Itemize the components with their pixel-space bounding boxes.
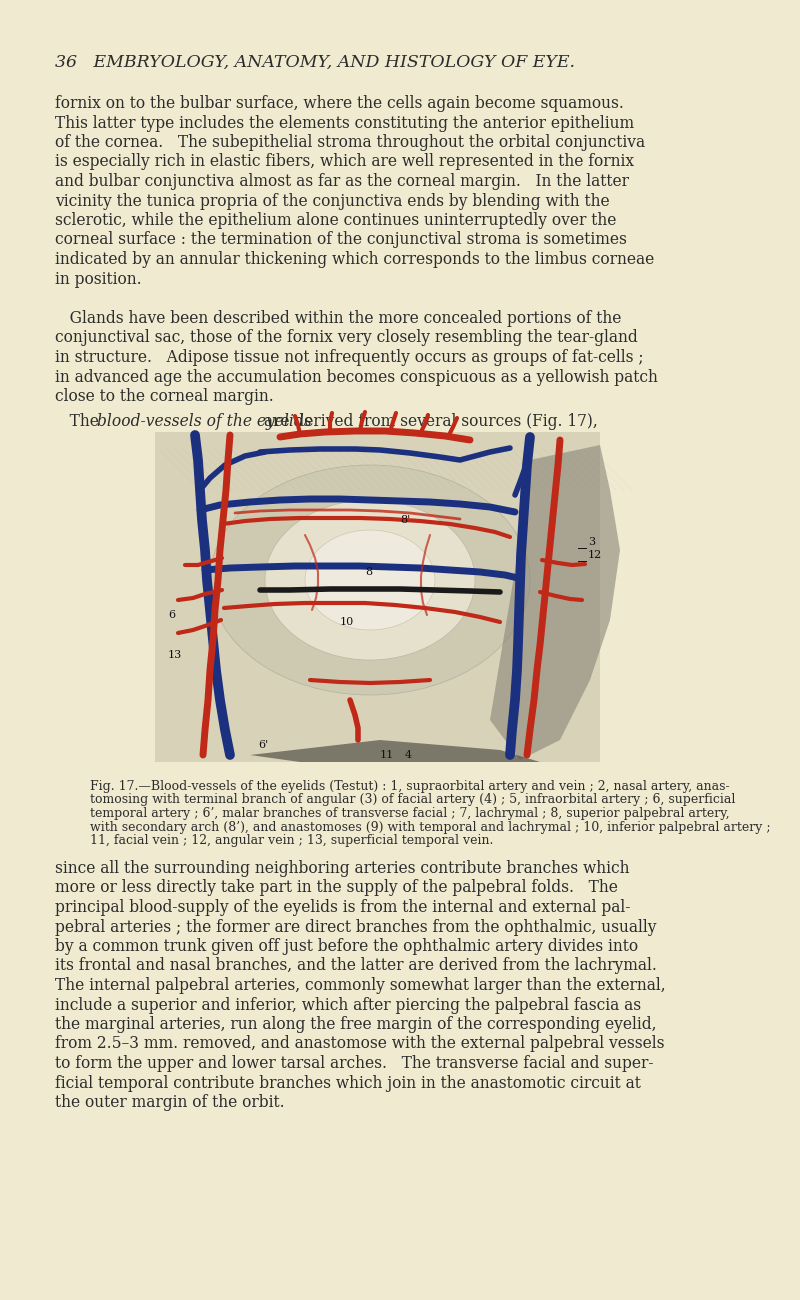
Text: is especially rich in elastic fibers, which are well represented in the fornix: is especially rich in elastic fibers, wh… (55, 153, 634, 170)
Text: in advanced age the accumulation becomes conspicuous as a yellowish patch: in advanced age the accumulation becomes… (55, 368, 658, 386)
Bar (155, 432, 600, 762)
Text: and bulbar conjunctiva almost as far as the corneal margin.   In the latter: and bulbar conjunctiva almost as far as … (55, 173, 629, 190)
Text: vicinity the tunica propria of the conjunctiva ends by blending with the: vicinity the tunica propria of the conju… (55, 192, 610, 209)
Text: in position.: in position. (55, 270, 142, 287)
Text: principal blood-supply of the eyelids is from the internal and external pal-: principal blood-supply of the eyelids is… (55, 900, 630, 916)
Text: indicated by an annular thickening which corresponds to the limbus corneae: indicated by an annular thickening which… (55, 251, 654, 268)
Ellipse shape (210, 465, 530, 696)
Text: 6': 6' (258, 740, 268, 750)
Text: pebral arteries ; the former are direct branches from the ophthalmic, usually: pebral arteries ; the former are direct … (55, 919, 657, 936)
Text: fornix on to the bulbar surface, where the cells again become squamous.: fornix on to the bulbar surface, where t… (55, 95, 624, 112)
Text: conjunctival sac, those of the fornix very closely resembling the tear-gland: conjunctival sac, those of the fornix ve… (55, 329, 638, 347)
Text: 8': 8' (400, 515, 410, 525)
Text: from 2.5–3 mm. removed, and anastomose with the external palpebral vessels: from 2.5–3 mm. removed, and anastomose w… (55, 1036, 665, 1053)
Text: with secondary arch (8’), and anastomoses (9) with temporal and lachrymal ; 10, : with secondary arch (8’), and anastomose… (90, 820, 770, 833)
Text: the marginal arteries, run along the free margin of the corresponding eyelid,: the marginal arteries, run along the fre… (55, 1017, 657, 1034)
Text: are derived from several sources (Fig. 17),: are derived from several sources (Fig. 1… (259, 413, 598, 430)
Text: of the cornea.   The subepithelial stroma throughout the orbital conjunctiva: of the cornea. The subepithelial stroma … (55, 134, 645, 151)
Text: its frontal and nasal branches, and the latter are derived from the lachrymal.: its frontal and nasal branches, and the … (55, 958, 657, 975)
Text: 4: 4 (405, 750, 412, 760)
Text: 11: 11 (380, 750, 394, 760)
Text: The: The (55, 413, 104, 430)
Text: blood-vessels of the eyelids: blood-vessels of the eyelids (97, 413, 312, 430)
Text: close to the corneal margin.: close to the corneal margin. (55, 387, 274, 406)
Text: 3: 3 (588, 537, 595, 547)
Ellipse shape (305, 530, 435, 630)
Text: ficial temporal contribute branches which join in the anastomotic circuit at: ficial temporal contribute branches whic… (55, 1075, 641, 1092)
Text: sclerotic, while the epithelium alone continues uninterruptedly over the: sclerotic, while the epithelium alone co… (55, 212, 616, 229)
Text: corneal surface : the termination of the conjunctival stroma is sometimes: corneal surface : the termination of the… (55, 231, 627, 248)
Polygon shape (490, 445, 620, 760)
Text: 6: 6 (168, 610, 175, 620)
Text: more or less directly take part in the supply of the palpebral folds.   The: more or less directly take part in the s… (55, 880, 618, 897)
Text: since all the surrounding neighboring arteries contribute branches which: since all the surrounding neighboring ar… (55, 861, 630, 878)
Text: This latter type includes the elements constituting the anterior epithelium: This latter type includes the elements c… (55, 114, 634, 131)
Text: Glands have been described within the more concealed portions of the: Glands have been described within the mo… (55, 309, 622, 328)
Text: 36   EMBRYOLOGY, ANATOMY, AND HISTOLOGY OF EYE.: 36 EMBRYOLOGY, ANATOMY, AND HISTOLOGY OF… (55, 53, 575, 70)
Text: 12: 12 (588, 550, 602, 560)
Text: 10: 10 (340, 618, 354, 627)
Polygon shape (250, 740, 540, 762)
Text: 13: 13 (168, 650, 182, 660)
Text: 11, facial vein ; 12, angular vein ; 13, superficial temporal vein.: 11, facial vein ; 12, angular vein ; 13,… (90, 835, 494, 848)
Text: The internal palpebral arteries, commonly somewhat larger than the external,: The internal palpebral arteries, commonl… (55, 978, 666, 994)
Text: to form the upper and lower tarsal arches.   The transverse facial and super-: to form the upper and lower tarsal arche… (55, 1056, 654, 1072)
Text: in structure.   Adipose tissue not infrequently occurs as groups of fat-cells ;: in structure. Adipose tissue not infrequ… (55, 348, 644, 367)
Text: by a common trunk given off just before the ophthalmic artery divides into: by a common trunk given off just before … (55, 939, 638, 956)
Text: Fig. 17.—Blood-vessels of the eyelids (Testut) : 1, supraorbital artery and vein: Fig. 17.—Blood-vessels of the eyelids (T… (90, 780, 730, 793)
Text: 8: 8 (365, 567, 372, 577)
Text: temporal artery ; 6’, malar branches of transverse facial ; 7, lachrymal ; 8, su: temporal artery ; 6’, malar branches of … (90, 807, 730, 820)
Ellipse shape (265, 500, 475, 660)
Text: include a superior and inferior, which after piercing the palpebral fascia as: include a superior and inferior, which a… (55, 997, 641, 1014)
Text: tomosing with terminal branch of angular (3) of facial artery (4) ; 5, infraorbi: tomosing with terminal branch of angular… (90, 793, 735, 806)
Text: the outer margin of the orbit.: the outer margin of the orbit. (55, 1095, 285, 1112)
